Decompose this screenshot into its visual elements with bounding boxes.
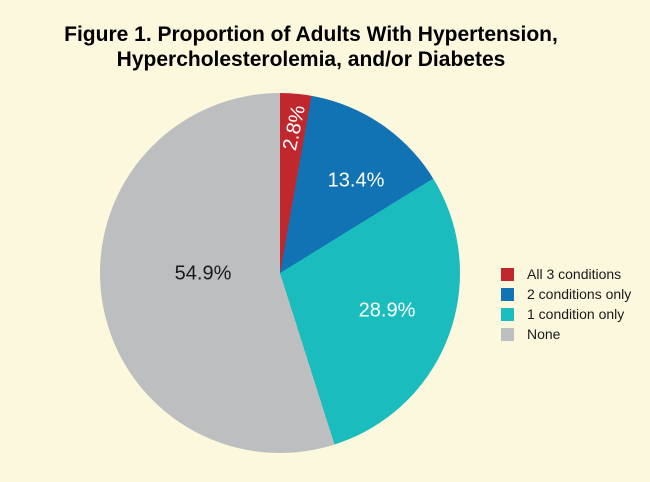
figure-title-line2: Hypercholesterolemia, and/or Diabetes [116, 48, 506, 71]
legend-item: 1 condition only [501, 304, 631, 324]
legend-color-swatch [501, 307, 514, 321]
slice-label-2-conditions-only: 13.4% [327, 169, 385, 192]
legend-item-label: 2 conditions only [527, 286, 632, 302]
legend-item-label: All 3 conditions [527, 266, 622, 282]
pie-chart [100, 93, 460, 453]
figure-title-line1: Figure 1. Proportion of Adults With Hype… [64, 23, 558, 46]
legend-item: 2 conditions only [501, 284, 631, 304]
slice-label-none: 54.9% [174, 262, 232, 285]
slice-label-1-condition-only: 28.9% [358, 299, 416, 322]
figure-title: Figure 1. Proportion of Adults With Hype… [0, 22, 622, 72]
legend-item-label: None [527, 326, 561, 342]
legend: All 3 conditions 2 conditions only 1 con… [501, 264, 631, 344]
legend-item-label: 1 condition only [527, 306, 625, 322]
legend-color-swatch [501, 287, 514, 301]
legend-color-swatch [501, 267, 514, 281]
legend-item: None [501, 324, 631, 344]
legend-item: All 3 conditions [501, 264, 631, 284]
legend-color-swatch [501, 327, 514, 341]
